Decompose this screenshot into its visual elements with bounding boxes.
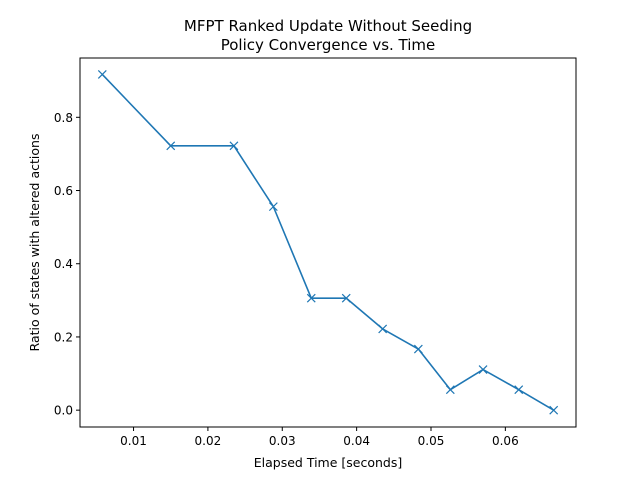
series-line	[101, 73, 555, 411]
y-tick-label: 0.4	[54, 257, 73, 271]
data-point-marker	[166, 141, 176, 151]
x-tick-label: 0.02	[195, 434, 222, 448]
x-tick-label: 0.04	[343, 434, 370, 448]
x-tick-label: 0.01	[120, 434, 147, 448]
y-tick-label: 0.0	[54, 404, 73, 418]
x-axis-label: Elapsed Time [seconds]	[254, 455, 403, 470]
y-tick-label: 0.8	[54, 111, 73, 125]
data-point-marker	[478, 365, 488, 374]
data-point-marker	[514, 385, 524, 395]
y-axis: 0.0 0.2 0.4 0.6 0.8	[54, 111, 80, 418]
plot-area	[97, 70, 559, 415]
chart-title-line-1: MFPT Ranked Update Without Seeding	[184, 17, 472, 35]
chart-title-line-2: Policy Convergence vs. Time	[221, 36, 436, 54]
data-point-marker	[445, 385, 455, 395]
data-point-marker	[306, 293, 316, 303]
plot-frame	[79, 57, 577, 428]
y-tick-label: 0.6	[54, 184, 73, 198]
data-point-marker	[97, 70, 107, 79]
data-point-marker	[413, 344, 423, 354]
data-point-marker	[229, 141, 239, 151]
data-point-marker	[341, 293, 351, 303]
data-point-marker	[549, 405, 559, 415]
data-point-marker	[268, 202, 278, 212]
x-tick-label: 0.05	[418, 434, 445, 448]
x-tick-label: 0.03	[269, 434, 296, 448]
y-axis-label: Ratio of states with altered actions	[27, 134, 42, 352]
x-axis: 0.01 0.02 0.03 0.04 0.05 0.06	[120, 427, 519, 448]
data-point-marker	[378, 324, 388, 334]
x-tick-label: 0.06	[492, 434, 519, 448]
y-tick-label: 0.2	[54, 330, 73, 344]
